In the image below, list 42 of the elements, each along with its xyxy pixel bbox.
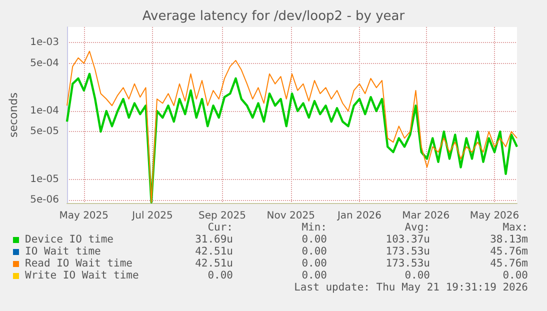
x-tick-label: Jan 2026 — [336, 210, 382, 222]
text: 0.00 — [404, 270, 430, 282]
text: 45.76m — [490, 246, 528, 258]
text: 173.53u — [386, 246, 430, 258]
text: 0.00 — [302, 258, 328, 270]
text: 31.69u — [195, 234, 234, 246]
text: 0.00 — [302, 234, 328, 246]
text: 0.00 — [502, 270, 528, 282]
y-tick-label: 5e-04 — [30, 58, 59, 69]
legend-label: Write IO Wait time — [25, 270, 139, 282]
text: Last update: Thu May 21 19:31:19 2026 — [294, 282, 528, 294]
text: Cur: — [208, 222, 233, 234]
y-tick-label: 5e-06 — [30, 194, 59, 206]
text: 42.51u — [195, 258, 234, 270]
text: Avg: — [404, 222, 430, 234]
x-tick-label: Mar 2026 — [402, 210, 450, 222]
legend-label: Read IO Wait time — [25, 258, 132, 270]
text: 173.53u — [386, 258, 430, 270]
legend-label: Device IO time — [25, 234, 114, 246]
text: 0.00 — [302, 270, 328, 282]
x-tick-label: Nov 2025 — [266, 210, 315, 222]
text: Min: — [302, 222, 327, 234]
x-tick-label: Sep 2025 — [198, 210, 246, 222]
y-tick-label: 1e-03 — [30, 37, 59, 48]
text: 45.76m — [490, 258, 528, 270]
x-tick-label: Jul 2025 — [131, 210, 173, 222]
y-tick-label: 1e-04 — [30, 106, 59, 117]
line-series — [66, 50, 518, 203]
y-tick-label: 1e-05 — [30, 174, 59, 185]
text: 0.00 — [208, 270, 234, 282]
text: Max: — [502, 222, 528, 234]
line-series — [66, 72, 518, 204]
text: 38.13m — [490, 234, 528, 246]
x-tick-label: May 2026 — [470, 210, 520, 222]
legend-label: IO Wait time — [25, 246, 101, 258]
text: 103.37u — [386, 234, 430, 246]
chart-title: Average latency for /dev/loop2 - by year — [142, 9, 406, 24]
text: 42.51u — [195, 246, 234, 258]
x-tick-label: May 2025 — [59, 210, 109, 222]
y-axis-title: seconds — [7, 92, 20, 138]
text: 0.00 — [302, 246, 328, 258]
y-tick-label: 5e-05 — [30, 126, 59, 138]
